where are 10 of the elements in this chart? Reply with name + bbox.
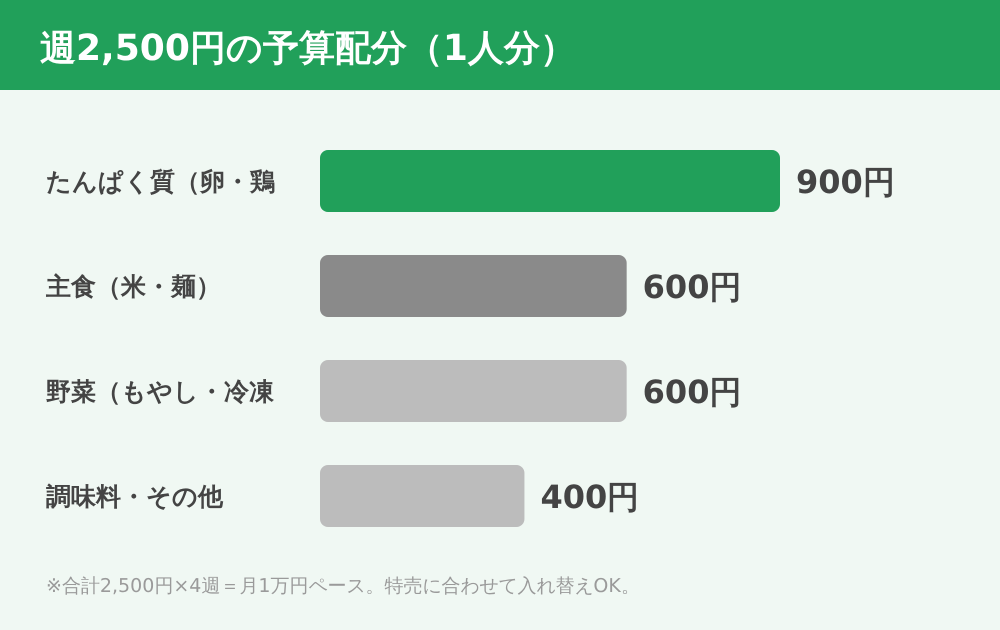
data-label: 600円	[642, 268, 742, 306]
data-label: 600円	[642, 373, 742, 411]
data-label: 900円	[796, 163, 895, 201]
chart-title: 週2,500円の予算配分（1人分）	[40, 28, 576, 69]
y-tick-label: たんぱく質（卵・鶏	[46, 167, 275, 196]
y-tick-label: 主食（米・麺）	[45, 272, 221, 301]
data-label: 400円	[540, 478, 640, 516]
y-tick-label: 野菜（もやし・冷凍	[46, 377, 275, 406]
text: ※合計2,500円×4週＝月1万円ペース。特売に合わせて入れ替えOK。	[46, 575, 640, 597]
y-tick-label: 調味料・その他	[46, 482, 224, 511]
